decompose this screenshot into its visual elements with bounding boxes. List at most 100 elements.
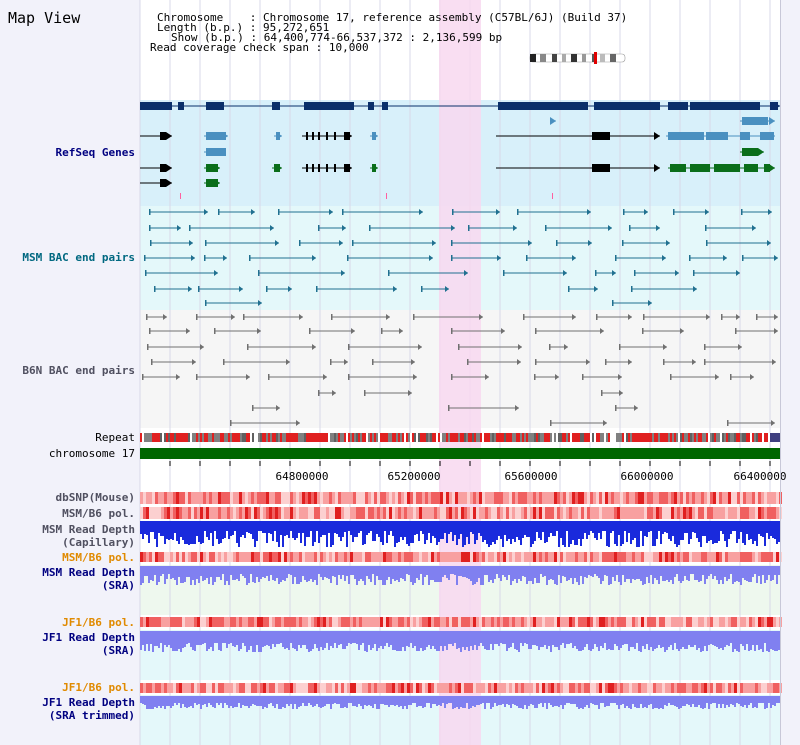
jf1-depth-sra-bar <box>446 631 448 650</box>
msm-b6-pol-cell <box>758 552 761 562</box>
jf1-depth-sra-bar <box>194 631 196 651</box>
jf1-depth-sra-bar <box>730 631 732 643</box>
msm-b6-pol-cell <box>341 507 344 519</box>
track-label-jf1-depth-sra[interactable]: JF1 Read Depth (SRA) <box>42 631 135 657</box>
msm-b6-pol-cell <box>182 507 185 519</box>
track-label-jf1-depth-trimmed[interactable]: JF1 Read Depth (SRA trimmed) <box>42 696 135 722</box>
msm-b6-pol-cell <box>563 507 566 519</box>
b6n-bac-pair-end <box>451 328 453 334</box>
repeat-element <box>518 433 520 442</box>
jf1-b6-pol-cell <box>230 683 233 693</box>
repeat-element <box>338 433 340 442</box>
track-label-repeat[interactable]: Repeat <box>95 431 135 444</box>
msm-depth-capillary-bar <box>476 521 478 540</box>
strand-arrow <box>372 132 378 140</box>
jf1-b6-pol-cell <box>410 617 413 627</box>
msm-depth-sra-bar <box>452 566 454 574</box>
track-label-jf1-b6-pol-2[interactable]: JF1/B6 pol. <box>62 681 135 694</box>
jf1-depth-trimmed-bar <box>310 696 312 705</box>
jf1-b6-pol-cell <box>656 617 659 627</box>
jf1-depth-trimmed-bar <box>496 696 498 706</box>
msm-depth-capillary-bar <box>318 521 320 543</box>
b6n-bac-pair-end <box>142 374 144 380</box>
msm-b6-pol-cell <box>500 552 503 562</box>
exon <box>206 132 226 140</box>
jf1-depth-sra-bar <box>748 631 750 651</box>
jf1-depth-sra-bar <box>240 631 242 649</box>
track-label-refseq[interactable]: RefSeq Genes <box>55 146 135 159</box>
msm-b6-pol-cell <box>257 552 260 562</box>
track-label-msm-b6-pol-2[interactable]: MSM/B6 pol. <box>62 551 135 564</box>
repeat-element <box>262 433 264 442</box>
repeat-element <box>140 433 142 442</box>
msm-b6-pol-cell <box>587 552 590 562</box>
track-label-dbsnp[interactable]: dbSNP(Mouse) <box>55 491 135 504</box>
jf1-depth-sra-bar <box>574 631 576 646</box>
repeat-element <box>412 433 414 442</box>
msm-depth-sra-bar <box>458 566 460 576</box>
jf1-depth-trimmed-bar <box>284 696 286 708</box>
msm-depth-capillary-bar <box>768 521 770 539</box>
msm-bac-pair-arrow <box>445 286 449 292</box>
jf1-depth-trimmed-bar <box>398 696 400 707</box>
repeat-element <box>594 433 596 442</box>
repeat-element <box>642 433 644 442</box>
msm-b6-pol-cell <box>602 507 605 519</box>
msm-b6-pol-cell <box>167 507 170 519</box>
jf1-depth-trimmed-bar <box>208 696 210 703</box>
dbsnp-cell <box>164 492 167 504</box>
repeat-element <box>252 433 254 442</box>
msm-b6-pol-cell <box>353 552 356 562</box>
msm-depth-sra-bar <box>148 566 150 583</box>
msm-depth-sra-bar <box>358 566 360 581</box>
msm-b6-pol-cell <box>161 552 164 562</box>
track-label-jf1-b6-pol-1[interactable]: JF1/B6 pol. <box>62 616 135 629</box>
msm-depth-capillary-bar <box>204 521 206 531</box>
msm-depth-capillary-bar <box>658 521 660 531</box>
jf1-depth-trimmed-bar <box>390 696 392 705</box>
jf1-b6-pol-cell <box>725 617 728 627</box>
jf1-depth-sra-bar <box>464 631 466 650</box>
jf1-b6-pol-cell <box>284 617 287 627</box>
jf1-depth-trimmed-bar <box>288 696 290 706</box>
repeat-element <box>460 433 462 442</box>
repeat-element <box>478 433 480 442</box>
exon <box>668 102 688 110</box>
jf1-depth-sra-bar <box>158 631 160 648</box>
msm-depth-capillary-bar <box>652 521 654 546</box>
msm-b6-pol-cell <box>266 507 269 519</box>
jf1-depth-sra-bar <box>650 631 652 647</box>
msm-b6-pol-cell <box>488 507 491 519</box>
jf1-depth-sra-bar <box>742 631 744 646</box>
jf1-b6-pol-cell <box>245 683 248 693</box>
jf1-b6-pol-cell <box>689 683 692 693</box>
jf1-depth-sra-bar <box>322 631 324 650</box>
jf1-depth-trimmed-bar <box>246 696 248 706</box>
msm-b6-pol-cell <box>743 552 746 562</box>
jf1-b6-pol-cell <box>593 617 596 627</box>
track-label-msm-bac[interactable]: MSM BAC end pairs <box>22 251 135 264</box>
jf1-depth-sra-bar <box>252 631 254 652</box>
jf1-b6-pol-cell <box>671 683 674 693</box>
msm-b6-pol-cell <box>470 552 473 562</box>
track-label-msm-b6-pol-1[interactable]: MSM/B6 pol. <box>62 507 135 520</box>
jf1-depth-sra-bar <box>778 631 780 650</box>
repeat-element <box>704 433 706 442</box>
msm-depth-capillary-bar <box>298 521 300 533</box>
msm-b6-pol-cell <box>665 507 668 519</box>
dbsnp-cell <box>503 492 506 504</box>
jf1-depth-trimmed-bar <box>768 696 770 703</box>
msm-depth-sra-bar <box>334 566 336 577</box>
msm-b6-pol-cell <box>629 507 632 519</box>
msm-bac-pair-end <box>352 240 354 246</box>
msm-b6-pol-cell <box>218 507 221 519</box>
jf1-depth-trimmed-bar <box>526 696 528 709</box>
repeat-element <box>476 433 478 442</box>
track-label-msm-depth-sra[interactable]: MSM Read Depth (SRA) <box>42 566 135 592</box>
track-label-msm-depth-capillary[interactable]: MSM Read Depth (Capillary) <box>42 523 135 549</box>
track-label-chromosome[interactable]: chromosome 17 <box>48 447 135 460</box>
exon <box>206 179 218 187</box>
dbsnp-cell <box>290 492 293 504</box>
track-label-b6n-bac[interactable]: B6N BAC end pairs <box>22 364 135 377</box>
